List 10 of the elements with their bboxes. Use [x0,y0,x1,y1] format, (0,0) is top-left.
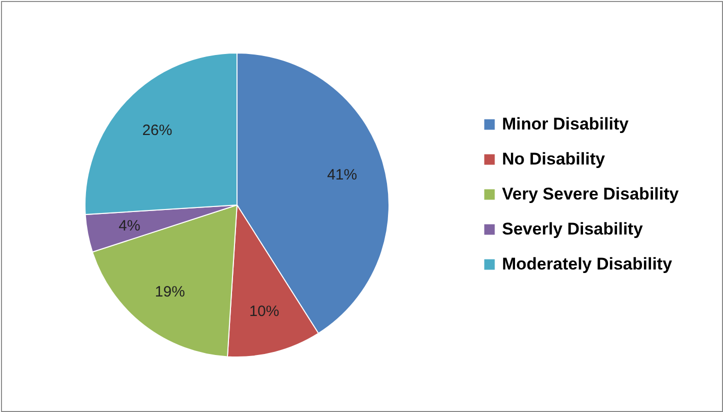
data-label: 26% [142,122,172,140]
legend-label: Severly Disability [502,220,644,238]
legend-label: Moderately Disability [502,254,673,274]
legend-label: No Disability [502,150,606,168]
legend-label: Very Severe Disability [502,184,680,204]
data-label: 41% [327,166,358,184]
data-label: 10% [249,303,280,320]
data-label: 4% [118,218,140,235]
data-label: 19% [154,283,185,300]
legend-label: Minor Disability [502,114,630,134]
